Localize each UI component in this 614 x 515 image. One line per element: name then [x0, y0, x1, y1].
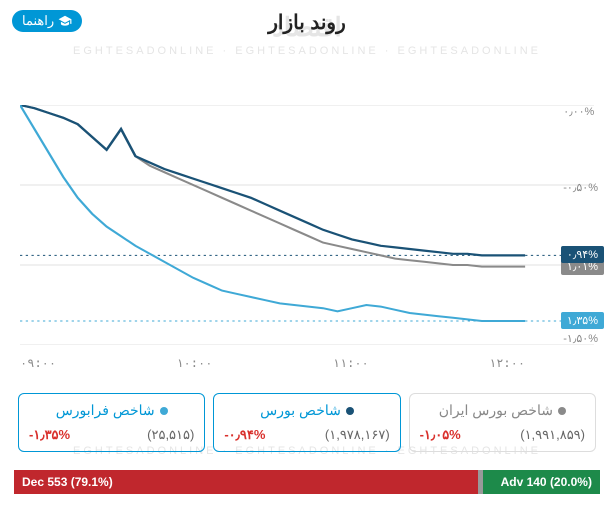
- legend-dot-icon: [160, 407, 168, 415]
- page-title: روند بازار: [268, 10, 345, 35]
- ytick: -۰٫۵۰%: [563, 181, 598, 194]
- legend-name: شاخص بورس ایران: [420, 402, 585, 419]
- legend-value: (۲۵,۵۱۵): [147, 427, 194, 443]
- end-value-badge: ۰٫۹۴%: [561, 246, 604, 263]
- legend-value: (۱,۹۹۱,۸۵۹): [520, 427, 585, 443]
- y-axis-labels: ۰٫۰۰% -۰٫۵۰% -۱٫۰۰% -۱٫۵۰%: [563, 105, 598, 345]
- market-trend-chart: ۰٫۰۰% -۰٫۵۰% -۱٫۰۰% -۱٫۵۰% ۰۹:۰۰ ۱۰:۰۰ ۱…: [20, 105, 594, 345]
- decline-label: Dec 553 (79.1%): [22, 475, 113, 489]
- decline-segment: Dec 553 (79.1%): [14, 470, 478, 494]
- legend-dot-icon: [346, 407, 354, 415]
- advance-segment: Adv 140 (20.0%): [483, 470, 600, 494]
- graduation-cap-icon: [58, 14, 72, 28]
- legend-name: شاخص فرابورس: [29, 402, 194, 419]
- legend-item-farabourse[interactable]: شاخص فرابورس (۲۵,۵۱۵) -۱٫۳۵%: [18, 393, 205, 452]
- xtick: ۱۰:۰۰: [176, 356, 212, 370]
- end-value-badge: ۱٫۳۵%: [561, 312, 604, 329]
- chart-canvas: [20, 105, 594, 345]
- legend-pct: -۰٫۹۴%: [224, 427, 265, 443]
- guide-button[interactable]: راهنما: [12, 10, 82, 32]
- legend-item-iran[interactable]: شاخص بورس ایران (۱,۹۹۱,۸۵۹) -۱٫۰۵%: [409, 393, 596, 452]
- legend-name: شاخص بورس: [224, 402, 389, 419]
- guide-label: راهنما: [22, 13, 54, 29]
- advance-decline-bar: Dec 553 (79.1%) Adv 140 (20.0%): [14, 470, 600, 494]
- legend-pct: -۱٫۰۵%: [420, 427, 461, 443]
- legend-value: (۱,۹۷۸,۱۶۷): [325, 427, 390, 443]
- ytick: ۰٫۰۰%: [563, 105, 598, 118]
- xtick: ۱۱:۰۰: [333, 356, 369, 370]
- advance-label: Adv 140 (20.0%): [501, 475, 592, 489]
- watermark-text-top: EGHTESADONLINE · EGHTESADONLINE · EGHTES…: [73, 45, 541, 57]
- legend-dot-icon: [558, 407, 566, 415]
- ytick: -۱٫۵۰%: [563, 332, 598, 345]
- legend-pct: -۱٫۳۵%: [29, 427, 70, 443]
- legend-item-bourse[interactable]: شاخص بورس (۱,۹۷۸,۱۶۷) -۰٫۹۴%: [213, 393, 400, 452]
- x-axis-labels: ۰۹:۰۰ ۱۰:۰۰ ۱۱:۰۰ ۱۲:۰۰: [20, 356, 525, 370]
- xtick: ۱۲:۰۰: [489, 356, 525, 370]
- chart-legend: شاخص بورس ایران (۱,۹۹۱,۸۵۹) -۱٫۰۵% شاخص …: [0, 383, 614, 462]
- xtick: ۰۹:۰۰: [20, 356, 56, 370]
